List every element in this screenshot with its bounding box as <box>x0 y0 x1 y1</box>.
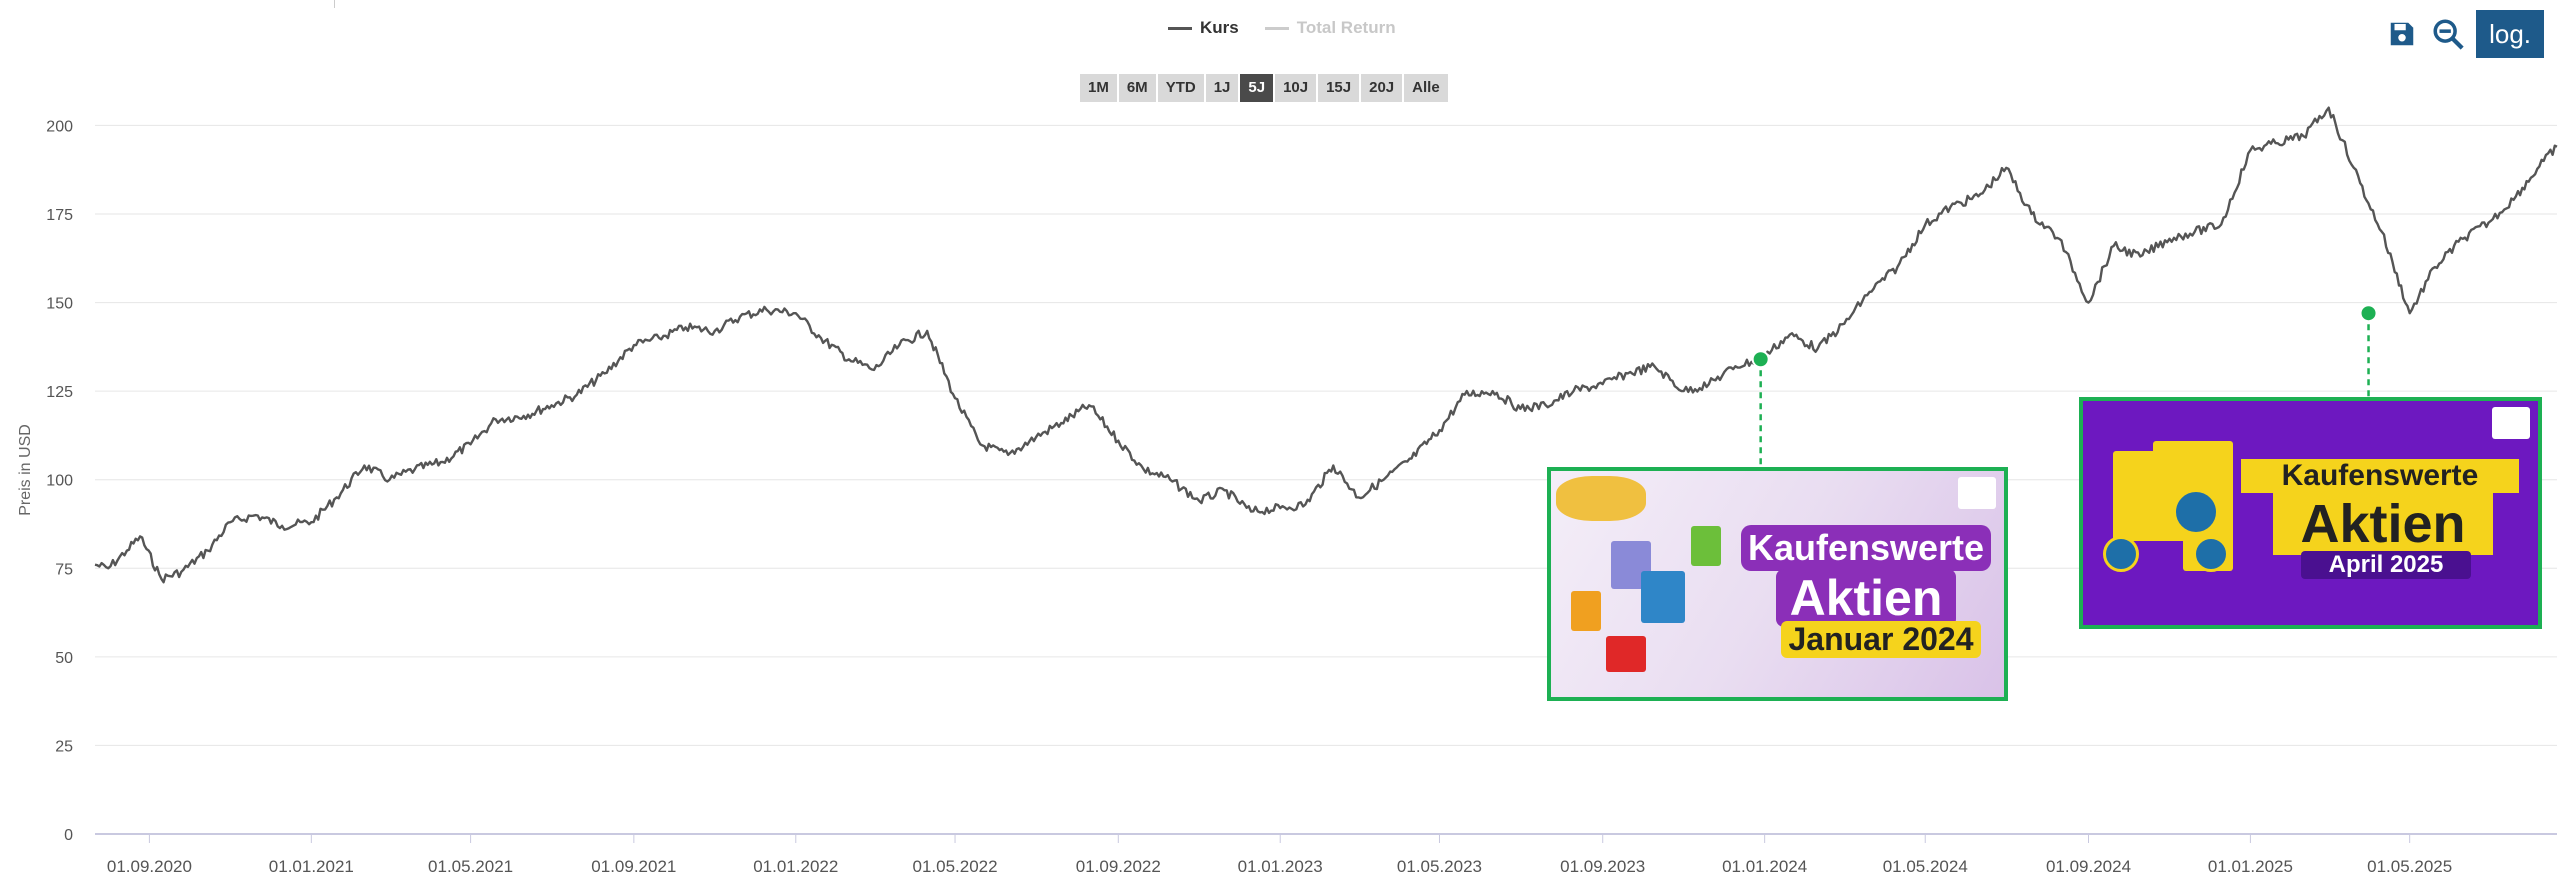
top-divider <box>334 0 335 8</box>
legend-line-kurs <box>1168 26 1192 30</box>
x-tick-label: 01.05.2025 <box>2367 857 2452 876</box>
brand-logo <box>1958 477 1996 509</box>
legend-line-total-return <box>1264 26 1289 30</box>
range-1j-button[interactable]: 1J <box>1205 74 1239 102</box>
legend-item-kurs[interactable]: Kurs <box>1168 18 1239 38</box>
bag-graphic <box>1691 526 1721 566</box>
x-tick-label: 01.05.2023 <box>1397 857 1482 876</box>
chart-legend: Kurs Total Return <box>1168 18 1396 38</box>
x-tick-label: 01.09.2020 <box>107 857 192 876</box>
legend-item-total-return[interactable]: Total Return <box>1264 18 1396 38</box>
chart-coin-icon <box>2193 536 2229 572</box>
x-tick-label: 01.09.2024 <box>2046 857 2131 876</box>
range-5j-button[interactable]: 5J <box>1240 74 1274 102</box>
y-tick-label: 25 <box>55 738 73 755</box>
range-20j-button[interactable]: 20J <box>1361 74 1403 102</box>
range-15j-button[interactable]: 15J <box>1318 74 1360 102</box>
promo-banner-april-2025[interactable]: Kaufenswerte Aktien April 2025 <box>2079 397 2542 629</box>
promo-date: Januar 2024 <box>1781 621 1981 658</box>
promo-subtitle: Aktien <box>2273 493 2493 555</box>
zoom-out-icon[interactable] <box>2430 16 2466 52</box>
x-tick-label: 01.09.2023 <box>1560 857 1645 876</box>
range-10j-button[interactable]: 10J <box>1275 74 1317 102</box>
bag-graphic <box>1571 591 1601 631</box>
bag-graphic <box>1641 571 1685 623</box>
chart-coin-icon <box>2103 536 2139 572</box>
x-tick-label: 01.05.2021 <box>428 857 513 876</box>
chart-coin-icon <box>2173 489 2219 535</box>
promo-title: Kaufenswerte <box>1741 525 1991 571</box>
annotation-marker <box>2359 304 2378 323</box>
promo-subtitle: Aktien <box>1776 569 1956 627</box>
range-selector: 1M 6M YTD 1J 5J 10J 15J 20J Alle <box>1080 74 1448 102</box>
y-tick-label: 0 <box>64 827 73 844</box>
brand-logo <box>2492 407 2530 439</box>
bag-graphic <box>1606 636 1646 672</box>
chart-tools: log. <box>2384 10 2544 58</box>
legend-label-kurs: Kurs <box>1200 18 1239 37</box>
promo-date: April 2025 <box>2301 551 2471 579</box>
y-axis-title: Preis in USD <box>17 424 34 516</box>
log-scale-button[interactable]: log. <box>2476 10 2544 58</box>
y-tick-label: 150 <box>46 296 73 313</box>
x-tick-label: 01.05.2024 <box>1883 857 1968 876</box>
range-1m-button[interactable]: 1M <box>1080 74 1117 102</box>
x-tick-label: 01.01.2025 <box>2208 857 2293 876</box>
plot-area <box>94 106 2558 584</box>
x-tick-label: 01.09.2021 <box>591 857 676 876</box>
y-tick-label: 175 <box>46 207 73 224</box>
annotation-marker <box>1751 350 1770 369</box>
x-tick-label: 01.01.2022 <box>753 857 838 876</box>
y-tick-label: 200 <box>46 118 73 135</box>
save-icon[interactable] <box>2384 16 2420 52</box>
flowers-graphic <box>1556 476 1646 521</box>
y-tick-label: 75 <box>55 561 73 578</box>
x-axis: 01.09.2020 01.01.2021 01.05.2021 01.09.2021… <box>107 834 2452 876</box>
y-tick-label: 100 <box>46 473 73 490</box>
promo-banner-januar-2024[interactable]: Kaufenswerte Aktien Januar 2024 <box>1547 467 2008 701</box>
x-tick-label: 01.09.2022 <box>1076 857 1161 876</box>
y-tick-label: 125 <box>46 384 73 401</box>
y-tick-label: 50 <box>55 650 73 667</box>
x-tick-label: 01.05.2022 <box>912 857 997 876</box>
range-6m-button[interactable]: 6M <box>1118 74 1156 102</box>
y-axis: 0 25 50 75 100 125 150 175 200 <box>46 118 73 844</box>
x-tick-label: 01.01.2023 <box>1238 857 1323 876</box>
x-tick-label: 01.01.2021 <box>269 857 354 876</box>
legend-label-total-return: Total Return <box>1296 18 1396 37</box>
x-tick-label: 01.01.2024 <box>1722 857 1807 876</box>
range-alle-button[interactable]: Alle <box>1404 74 1448 102</box>
promo-title: Kaufenswerte <box>2241 459 2519 493</box>
range-ytd-button[interactable]: YTD <box>1157 74 1204 102</box>
series-line-kurs <box>94 106 2558 584</box>
